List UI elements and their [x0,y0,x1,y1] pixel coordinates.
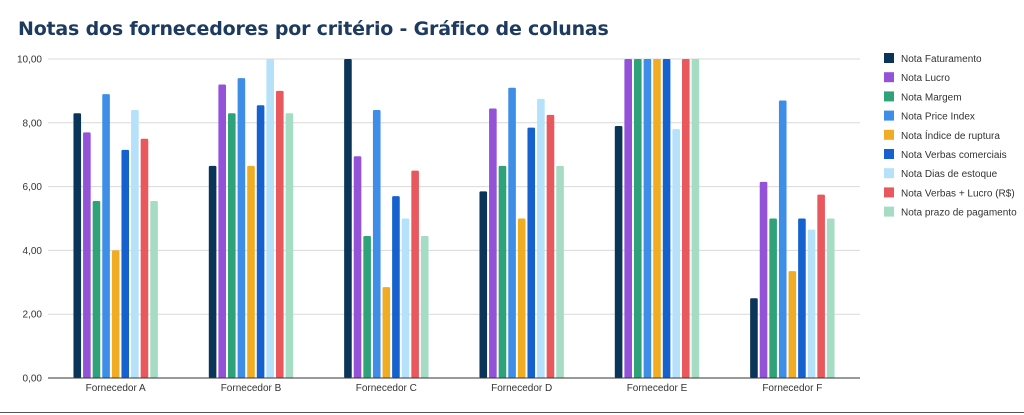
legend-label: Nota prazo de pagamento [901,208,1017,219]
bar [73,113,82,378]
bar [228,113,236,378]
chart-title: Notas dos fornecedores por critério - Gr… [18,18,609,40]
legend-label: Nota Dias de estoque [901,169,998,180]
y-tick-label: 10,00 [17,55,42,66]
legend-swatch [884,187,894,198]
bar [807,229,816,378]
bar [614,125,623,379]
bar [634,59,642,378]
bar [121,149,130,378]
bottom-divider [0,412,1024,413]
bar [817,194,825,378]
bar [111,250,120,378]
bar [237,78,246,378]
bar [420,236,429,378]
y-tick-label: 0,00 [23,374,43,385]
legend-label: Nota Price Index [901,112,975,123]
legend: Nota Faturamento Nota Lucro Nota Margem Not… [884,53,1017,219]
bar [653,59,661,378]
x-tick-label: Fornecedor F [762,383,822,394]
bar [769,218,777,378]
bar [798,218,806,378]
legend-label: Nota Lucro [901,73,950,84]
bar [691,59,700,378]
bar [498,165,507,378]
legend-swatch [884,110,894,121]
x-tick-label: Fornecedor B [221,383,282,394]
bar [344,59,352,378]
bar [372,110,381,378]
bar [508,87,516,379]
bar [256,105,265,378]
legend-swatch [884,53,894,63]
bar [140,138,149,378]
bar [131,110,139,378]
legend-swatch [884,168,894,179]
legend-label: Nota Verbas + Lucro (R$) [901,188,1015,199]
legend-swatch [884,72,894,83]
legend-label: Nota Verbas comerciais [901,150,1007,161]
bar [517,218,526,378]
y-tick-label: 6,00 [23,182,43,193]
legend-swatch [884,206,894,217]
legend-label: Nota Índice de ruptura [901,129,1000,142]
bar [150,200,158,378]
x-tick-label: Fornecedor E [627,383,688,394]
legend-swatch [884,149,894,159]
bar [643,59,652,378]
bar [247,165,255,378]
bar [102,94,110,378]
x-tick-label: Fornecedor D [491,383,552,394]
legend-label: Nota Margem [901,92,962,103]
bar [788,271,797,378]
bar [363,236,371,378]
bar [92,200,101,378]
bar [401,218,410,378]
bar [527,127,536,379]
y-axis: 0,00 2,00 4,00 6,00 8,00 10,00 [17,55,42,385]
y-tick-label: 2,00 [23,310,43,321]
bar [778,100,787,378]
legend-swatch [884,129,894,140]
legend-label: Nota Faturamento [901,54,982,65]
bar [759,181,768,378]
bar [672,129,680,378]
bar [826,218,835,378]
legend-swatch [884,91,894,102]
bar [750,298,758,378]
x-tick-label: Fornecedor A [86,383,146,394]
bar [479,191,488,378]
bar [218,84,226,379]
bar [353,156,362,378]
bar [208,165,217,378]
bar [624,59,632,378]
x-tick-label: Fornecedor C [356,383,417,394]
y-tick-label: 8,00 [23,118,43,129]
bar [537,98,545,378]
bar [83,132,91,378]
bar [662,59,671,378]
y-tick-label: 4,00 [23,246,43,257]
bar [489,108,497,378]
bar [556,165,564,378]
bar [285,113,294,378]
gridlines [48,58,860,315]
bar [276,90,284,379]
bar [682,59,690,378]
bars [73,59,835,379]
bar [411,170,419,378]
x-axis: Fornecedor A Fornecedor B Fornecedor C Forn… [48,377,860,394]
bar [266,59,274,378]
bar [546,114,555,378]
bar [392,196,400,378]
bar [382,287,391,378]
